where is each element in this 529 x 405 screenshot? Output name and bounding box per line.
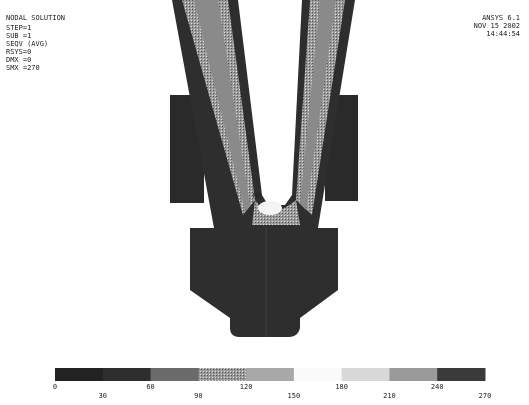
plot-title: NODAL SOLUTION — [6, 14, 65, 22]
legend-label: 210 — [383, 392, 396, 400]
legend-swatch — [246, 368, 294, 381]
screen: MX NODAL SOLUTION STEP=1SUB =1SEQV (AVG)… — [0, 0, 529, 405]
legend-label: 0 — [53, 383, 57, 391]
time: 14:44:54 — [486, 30, 520, 38]
info-line: DMX =0 — [6, 56, 31, 64]
legend-label: 270 — [479, 392, 492, 400]
legend-label: 30 — [99, 392, 107, 400]
legend-label: 90 — [194, 392, 202, 400]
info-line: SUB =1 — [6, 32, 31, 40]
legend-swatch — [342, 368, 390, 381]
legend-label: 180 — [335, 383, 348, 391]
legend-label: 120 — [240, 383, 253, 391]
max-marker: MX — [253, 192, 262, 200]
legend-swatch — [103, 368, 151, 381]
legend-swatch — [389, 368, 437, 381]
legend-label: 150 — [288, 392, 301, 400]
legend-swatch — [151, 368, 199, 381]
legend-swatch — [198, 368, 246, 381]
legend-swatch — [294, 368, 342, 381]
legend-label: 240 — [431, 383, 444, 391]
product: ANSYS 6.1 — [482, 14, 520, 22]
info-line: SMX =270 — [6, 64, 40, 72]
legend-swatch — [55, 368, 103, 381]
legend-swatch — [437, 368, 485, 381]
date: NOV 15 2002 — [474, 22, 520, 30]
legend-label: 60 — [146, 383, 154, 391]
info-line: SEQV (AVG) — [6, 40, 48, 48]
info-line: RSYS=0 — [6, 48, 31, 56]
info-line: STEP=1 — [6, 24, 31, 32]
